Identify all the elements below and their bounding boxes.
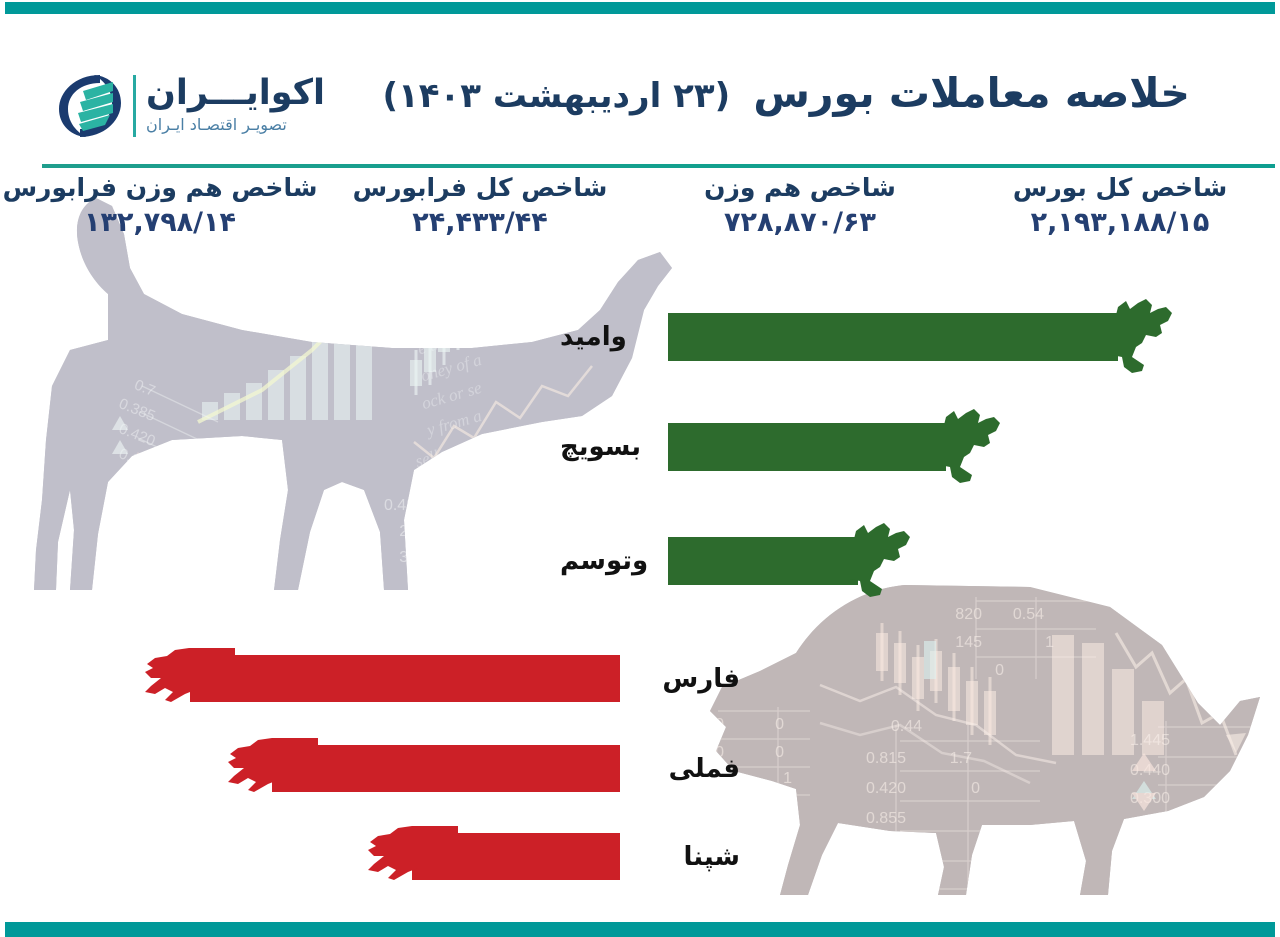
bar-label: بسویچ bbox=[560, 432, 642, 462]
bar-label: شپنا bbox=[683, 842, 740, 872]
header-divider bbox=[42, 164, 1275, 168]
index-value: ۲,۱۹۳,۱۸۸/۱۵ bbox=[1030, 207, 1210, 239]
index-label: شاخص هم وزن bbox=[704, 173, 896, 202]
bottom-accent-bar bbox=[5, 922, 1275, 937]
bar-row-basoich: بسویچ bbox=[0, 409, 1280, 483]
index-label: شاخص هم وزن فرابورس bbox=[2, 173, 318, 202]
bear-icon bbox=[143, 644, 235, 714]
index-summary-row: شاخص کل بورس ۲,۱۹۳,۱۸۸/۱۵ شاخص هم وزن ۷۲… bbox=[0, 172, 1280, 250]
page-title: خلاصه معاملات بورس (۲۳ اردیبهشت ۱۴۰۳) bbox=[360, 62, 1190, 126]
brand-name: اکوایـــران bbox=[146, 72, 326, 113]
bar-fill-positive[interactable] bbox=[668, 313, 1118, 361]
bull-icon bbox=[916, 409, 1002, 485]
bar-fill-negative[interactable] bbox=[272, 745, 620, 792]
header: خلاصه معاملات بورس (۲۳ اردیبهشت ۱۴۰۳) اک… bbox=[0, 14, 1280, 168]
bar-fill-positive[interactable] bbox=[668, 423, 946, 471]
brand-tagline: تصویـر اقتصـاد ایـران bbox=[146, 115, 287, 135]
bar-label: فملی bbox=[668, 754, 740, 784]
page-title-main: خلاصه معاملات بورس bbox=[753, 69, 1190, 118]
index-value: ۷۲۸,۸۷۰/۶۳ bbox=[724, 207, 876, 239]
eco-iran-swoosh-logo-icon bbox=[53, 69, 127, 143]
impact-bar-chart: وامید بسویچ وت bbox=[0, 250, 1280, 910]
index-value: ۱۳۲,۷۹۸/۱۴ bbox=[84, 207, 236, 239]
bar-row-vamid: وامید bbox=[0, 299, 1280, 373]
index-card-total-farabourse: شاخص کل فرابورس ۲۴,۴۳۳/۴۴ bbox=[320, 172, 640, 250]
bull-icon bbox=[1088, 299, 1174, 375]
bear-icon bbox=[366, 822, 458, 892]
bar-row-shapna: شپنا bbox=[0, 826, 1280, 886]
index-value: ۲۴,۴۳۳/۴۴ bbox=[412, 207, 548, 239]
bar-label: وتوسم bbox=[560, 546, 649, 576]
page-title-date: (۲۳ اردیبهشت ۱۴۰۳) bbox=[382, 76, 731, 117]
bull-icon bbox=[826, 523, 912, 599]
brand-logo[interactable]: اکوایـــران تصویـر اقتصـاد ایـران bbox=[50, 62, 326, 150]
index-card-equal-weight-farabourse: شاخص هم وزن فرابورس ۱۳۲,۷۹۸/۱۴ bbox=[0, 172, 320, 250]
index-label: شاخص کل فرابورس bbox=[352, 173, 608, 202]
bar-row-vatosam: وتوسم bbox=[0, 523, 1280, 597]
index-card-total-bourse: شاخص کل بورس ۲,۱۹۳,۱۸۸/۱۵ bbox=[960, 172, 1280, 250]
index-card-equal-weight: شاخص هم وزن ۷۲۸,۸۷۰/۶۳ bbox=[640, 172, 960, 250]
bar-label: وامید bbox=[560, 322, 627, 352]
bar-row-fars: فارس bbox=[0, 648, 1280, 708]
top-accent-bar bbox=[5, 2, 1275, 14]
bear-icon bbox=[226, 734, 318, 804]
index-label: شاخص کل بورس bbox=[1012, 173, 1228, 202]
logo-divider bbox=[133, 75, 137, 137]
bar-row-fameli: فملی bbox=[0, 738, 1280, 798]
bar-fill-negative[interactable] bbox=[190, 655, 620, 702]
brand-logo-text: اکوایـــران تصویـر اقتصـاد ایـران bbox=[146, 72, 326, 138]
bar-label: فارس bbox=[662, 664, 740, 694]
